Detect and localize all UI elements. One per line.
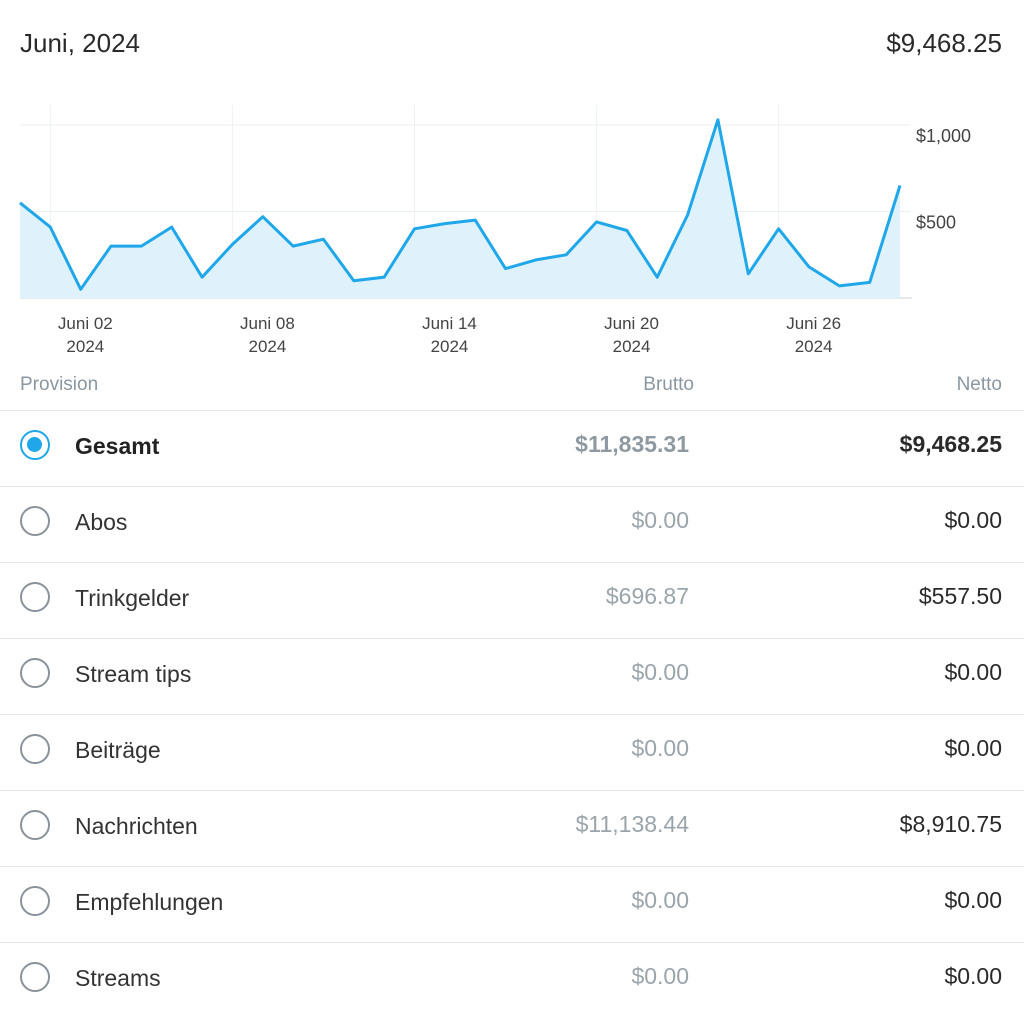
x-tick-label: Juni 02 — [58, 314, 113, 333]
provision-row-streams[interactable]: Streams $0.00 $0.00 — [0, 943, 1024, 1018]
netto-value: $0.00 — [944, 735, 1002, 761]
table-header: Provision Brutto Netto — [0, 370, 1024, 411]
provision-label: Empfehlungen — [75, 889, 224, 915]
x-tick-label-year: 2024 — [248, 337, 286, 356]
brutto-value: $0.00 — [631, 735, 689, 761]
radio-button-nachrichten[interactable] — [20, 810, 50, 840]
brutto-value: $11,138.44 — [575, 811, 689, 837]
provision-row-gesamt[interactable]: Gesamt $11,835.31 $9,468.25 — [0, 411, 1024, 487]
provision-label: Nachrichten — [75, 813, 198, 839]
brutto-value: $0.00 — [631, 887, 689, 913]
brutto-value: $0.00 — [631, 963, 689, 989]
y-tick-label: $500 — [916, 213, 956, 233]
netto-value: $0.00 — [944, 507, 1002, 533]
netto-value: $0.00 — [944, 659, 1002, 685]
provision-label: Trinkgelder — [75, 585, 190, 611]
netto-value: $8,910.75 — [899, 811, 1002, 837]
chart-area-fill — [20, 119, 900, 298]
provision-row-beitraege[interactable]: Beiträge $0.00 $0.00 — [0, 715, 1024, 791]
provision-list: Gesamt $11,835.31 $9,468.25 Abos $0.00 $… — [0, 411, 1024, 1018]
column-header-brutto: Brutto — [643, 374, 694, 395]
radio-button-trinkgelder[interactable] — [20, 582, 50, 612]
month-title: Juni, 2024 — [20, 28, 140, 58]
x-tick-label-year: 2024 — [613, 337, 651, 356]
netto-value: $0.00 — [944, 887, 1002, 913]
brutto-value: $0.00 — [631, 507, 689, 533]
x-tick-label: Juni 08 — [240, 314, 295, 333]
radio-button-beitraege[interactable] — [20, 734, 50, 764]
radio-button-streams[interactable] — [20, 962, 50, 992]
column-header-provision: Provision — [20, 374, 99, 395]
provision-label: Streams — [75, 965, 161, 991]
provision-label: Beiträge — [75, 737, 161, 763]
total-net-amount: $9,468.25 — [886, 28, 1002, 58]
netto-value: $9,468.25 — [899, 431, 1002, 457]
radio-button-gesamt[interactable] — [20, 430, 50, 460]
y-tick-label: $1,000 — [916, 126, 971, 146]
provision-label: Abos — [75, 509, 128, 535]
radio-button-stream-tips[interactable] — [20, 658, 50, 688]
provision-row-trinkgelder[interactable]: Trinkgelder $696.87 $557.50 — [0, 563, 1024, 639]
x-tick-label: Juni 20 — [604, 314, 659, 333]
netto-value: $557.50 — [918, 583, 1002, 609]
x-tick-label-year: 2024 — [795, 337, 833, 356]
brutto-value: $696.87 — [605, 583, 689, 609]
chart-x-axis: Juni 02 2024 Juni 08 2024 Juni 14 2024 Juni 20… — [58, 314, 841, 356]
chart-y-axis: $500 $1,000 — [916, 126, 971, 233]
chart-series-line — [19, 118, 902, 291]
provision-label: Gesamt — [75, 433, 160, 459]
provision-label: Stream tips — [75, 661, 192, 687]
brutto-value: $0.00 — [631, 659, 689, 685]
column-header-netto: Netto — [956, 374, 1002, 395]
provision-row-empfehlungen[interactable]: Empfehlungen $0.00 $0.00 — [0, 867, 1024, 943]
earnings-chart: $500 $1,000 Juni 02 2024 Juni 08 2024 Juni 14… — [0, 90, 1024, 360]
earnings-header: Juni, 2024 $9,468.25 — [0, 0, 1024, 90]
radio-button-empfehlungen[interactable] — [20, 886, 50, 916]
brutto-value: $11,835.31 — [575, 431, 689, 457]
netto-value: $0.00 — [944, 963, 1002, 989]
x-tick-label: Juni 14 — [422, 314, 477, 333]
x-tick-label-year: 2024 — [431, 337, 469, 356]
provision-row-nachrichten[interactable]: Nachrichten $11,138.44 $8,910.75 — [0, 791, 1024, 867]
provision-row-abos[interactable]: Abos $0.00 $0.00 — [0, 487, 1024, 563]
radio-button-abos[interactable] — [20, 506, 50, 536]
x-tick-label: Juni 26 — [786, 314, 841, 333]
provision-row-stream-tips[interactable]: Stream tips $0.00 $0.00 — [0, 639, 1024, 715]
x-tick-label-year: 2024 — [66, 337, 104, 356]
earnings-chart-svg: $500 $1,000 Juni 02 2024 Juni 08 2024 Juni 14… — [19, 105, 971, 356]
